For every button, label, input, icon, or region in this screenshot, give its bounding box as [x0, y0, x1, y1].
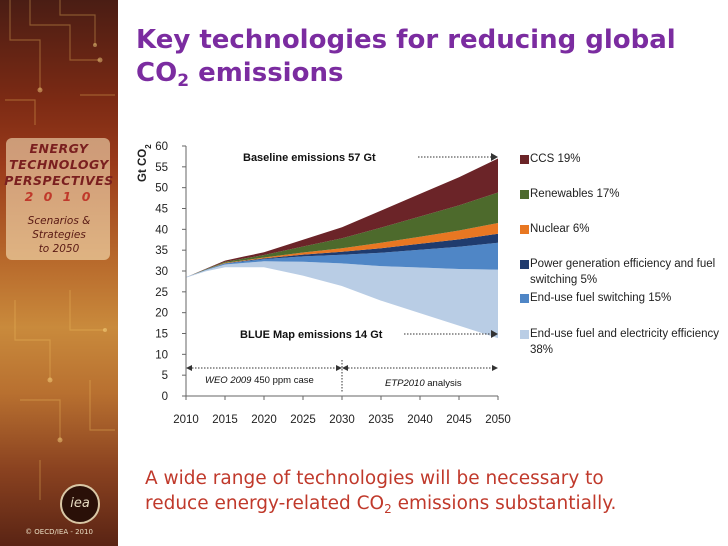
brand-line-1: ENERGY [29, 141, 89, 156]
y-axis-label: Gt CO2 [137, 144, 153, 182]
x-tick-label: 2045 [446, 414, 472, 426]
x-tick-label: 2050 [485, 414, 511, 426]
slide-footer: A wide range of technologies will be nec… [145, 466, 725, 522]
y-tick-label: 5 [162, 370, 168, 382]
annotations-group: Baseline emissions 57 Gt BLUE Map emissio… [186, 152, 498, 392]
legend-label: Nuclear 6% [530, 223, 590, 235]
y-tick-label: 60 [155, 141, 168, 153]
legend-label: End-use fuel switching 15% [530, 292, 672, 304]
y-tick-label: 50 [155, 183, 168, 195]
x-tick-label: 2015 [212, 414, 238, 426]
legend-swatch [520, 190, 529, 199]
area-renewables [186, 192, 498, 278]
area-power [186, 233, 498, 278]
x-tick-label: 2025 [290, 414, 316, 426]
y-tick-label: 25 [155, 287, 168, 299]
legend-label: Power generation efficiency and fuel swi… [530, 258, 716, 286]
circuit-pattern-background [5, 0, 115, 500]
legend-swatch [520, 260, 529, 269]
brand-year: 2 0 1 0 [24, 189, 94, 204]
weo-label: WEO 2009 450 ppm case [205, 375, 314, 386]
weo-arrowhead-left [186, 365, 192, 371]
y-tick-label: 15 [155, 329, 168, 341]
subtitle-line-1: Scenarios & [27, 215, 91, 227]
y-tick-label: 20 [155, 308, 168, 320]
slide-title: Key technologies for reducing global CO2… [136, 24, 716, 98]
title-line-2: CO2 emissions [136, 58, 344, 91]
x-tick-label: 2020 [251, 414, 277, 426]
copyright-notice: © OECD/IEA - 2010 [25, 528, 93, 536]
footer-line-2: reduce energy-related CO2 emissions subs… [145, 493, 617, 516]
etp-arrowhead-right [492, 365, 498, 371]
bluemap-arrowhead [491, 330, 498, 338]
title-line-1: Key technologies for reducing global [136, 25, 676, 55]
bluemap-line [185, 266, 499, 339]
brand-line-3: PERSPECTIVES [4, 173, 114, 188]
sidebar: ENERGY TECHNOLOGY PERSPECTIVES 2 0 1 0 S… [0, 0, 118, 546]
area-series-group [185, 158, 499, 339]
y-tick-label: 10 [155, 349, 168, 361]
legend-swatch [520, 155, 529, 164]
x-tick-label: 2035 [368, 414, 394, 426]
etp-label: ETP2010 analysis [385, 378, 462, 389]
baseline-annotation: Baseline emissions 57 Gt [243, 152, 376, 164]
weo-arrowhead-right [336, 365, 342, 371]
y-tick-label: 55 [155, 162, 168, 174]
y-tick-label: 45 [155, 204, 168, 216]
bluemap-annotation: BLUE Map emissions 14 Gt [240, 329, 383, 341]
baseline-arrowhead [491, 153, 498, 161]
legend-swatch [520, 225, 529, 234]
y-tick-label: 40 [155, 224, 168, 236]
x-tick-label: 2010 [173, 414, 199, 426]
legend-swatch [520, 330, 529, 339]
sidebar-brand-panel [6, 138, 110, 260]
area-nuclear [186, 223, 498, 278]
legend-label: End-use fuel and electricity efficiency … [530, 328, 719, 356]
subtitle-line-2: Strategies [32, 229, 86, 241]
footer-line-1: A wide range of technologies will be nec… [145, 468, 604, 489]
legend-label: Renewables 17% [530, 188, 620, 200]
legend-swatch [520, 294, 529, 303]
x-tick-label: 2040 [407, 414, 433, 426]
area-end-use [186, 261, 498, 338]
brand-line-2: TECHNOLOGY [9, 157, 109, 172]
y-tick-label: 35 [155, 245, 168, 257]
etp-arrowhead-left [342, 365, 348, 371]
iea-logo: iea [60, 484, 100, 524]
legend-label: CCS 19% [530, 153, 581, 165]
area-end-use [186, 242, 498, 278]
y-tick-label: 0 [162, 391, 168, 403]
x-tick-label: 2030 [329, 414, 355, 426]
subtitle-line-3: to 2050 [38, 243, 80, 255]
y-tick-label: 30 [155, 266, 168, 278]
